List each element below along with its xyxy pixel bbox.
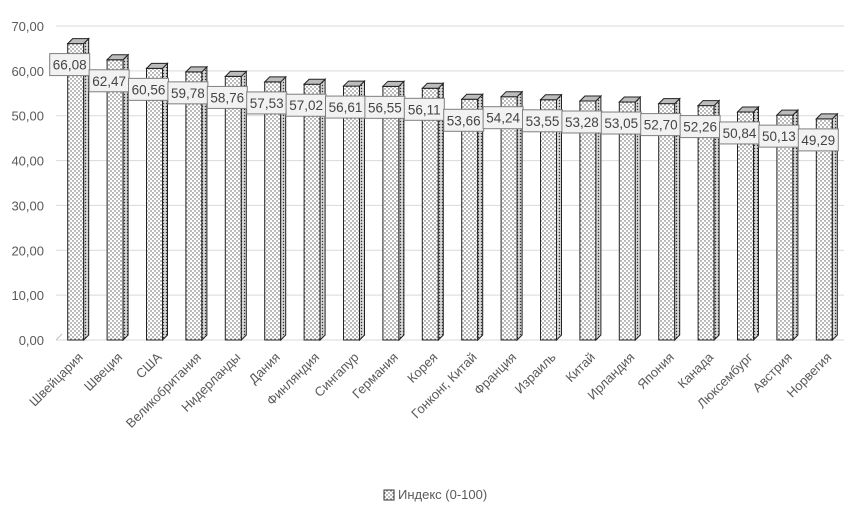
y-tick-label: 0,00 xyxy=(19,333,44,348)
bar-side xyxy=(398,80,405,342)
bar-side xyxy=(359,79,365,342)
bar-top xyxy=(815,113,839,120)
floor-edge xyxy=(55,333,63,341)
bar-top xyxy=(736,106,760,113)
y-tick-label: 60,00 xyxy=(11,64,44,79)
x-tick-label: Швеция xyxy=(81,350,125,394)
y-axis: 0,00 10,00 20,00 30,00 40,00 50,00 60,00 70,00 xyxy=(11,19,44,348)
bar xyxy=(461,98,479,341)
data-label: 52,70 xyxy=(644,118,678,133)
data-label-box xyxy=(797,128,839,152)
data-label: 62,47 xyxy=(92,74,126,89)
data-label-box xyxy=(49,53,91,77)
x-tick-label: Китай xyxy=(563,350,598,385)
bar-top xyxy=(578,95,603,102)
x-tick-label: Дания xyxy=(246,350,283,387)
bar-top xyxy=(224,70,248,77)
bars xyxy=(66,37,839,342)
bar-top xyxy=(184,66,209,73)
bar xyxy=(540,99,557,341)
data-label: 50,84 xyxy=(723,126,757,141)
y-tick-label: 20,00 xyxy=(11,243,44,258)
y-tick-label: 50,00 xyxy=(11,109,44,124)
data-label: 49,29 xyxy=(801,133,835,148)
bar xyxy=(224,75,242,341)
y-tick-label: 30,00 xyxy=(11,198,44,213)
bar xyxy=(697,105,715,341)
bar-top xyxy=(775,109,800,116)
data-label: 53,55 xyxy=(526,114,560,129)
bar xyxy=(815,118,833,341)
legend: Индекс (0-100) xyxy=(383,487,487,502)
bar-side xyxy=(240,70,247,342)
bar-top xyxy=(539,94,563,101)
bar-side xyxy=(122,53,129,342)
y-tick-label: 40,00 xyxy=(11,154,44,169)
x-tick-label: Корея xyxy=(404,350,440,386)
bar-top xyxy=(263,76,287,83)
x-tick-label: Швейцария xyxy=(26,350,86,410)
bar-top xyxy=(145,62,169,69)
data-label: 66,08 xyxy=(53,58,87,73)
bar-top xyxy=(499,91,524,98)
bar xyxy=(106,59,124,341)
bar xyxy=(421,87,439,341)
data-label: 53,05 xyxy=(604,116,638,131)
data-label: 59,78 xyxy=(171,86,205,101)
data-label: 53,66 xyxy=(447,113,481,128)
x-tick-label: Япония xyxy=(634,350,677,393)
bar-side xyxy=(280,75,287,342)
data-label: 56,55 xyxy=(368,100,402,115)
data-label: 56,11 xyxy=(408,102,441,117)
data-label: 57,53 xyxy=(250,96,284,111)
bar-side xyxy=(162,62,168,342)
bar xyxy=(579,100,597,341)
x-tick-label: Израиль xyxy=(512,349,559,396)
bar xyxy=(737,111,754,341)
bar-side xyxy=(437,82,444,342)
data-label: 60,56 xyxy=(132,82,166,97)
data-label: 57,02 xyxy=(289,98,323,113)
bar-top xyxy=(302,78,327,85)
bar xyxy=(776,114,794,341)
legend-swatch xyxy=(383,489,395,501)
bar xyxy=(264,81,282,341)
bar xyxy=(67,43,85,341)
bar-top xyxy=(618,96,642,103)
bar xyxy=(185,71,203,341)
data-label: 53,28 xyxy=(565,115,599,130)
data-label: 52,26 xyxy=(683,120,717,135)
bar xyxy=(343,85,360,341)
data-labels: 66,08 62,47 60,56 59,78 58,76 57,53 57,02 56,61… xyxy=(49,53,839,152)
data-label: 56,61 xyxy=(329,100,363,115)
legend-label: Индекс (0-100) xyxy=(398,487,487,502)
bar-top xyxy=(66,38,90,45)
x-tick-label: Франция xyxy=(471,350,519,398)
x-tick-label: США xyxy=(133,349,165,381)
bar-side xyxy=(83,37,90,342)
data-label: 58,76 xyxy=(210,90,244,105)
bar-top xyxy=(460,93,484,100)
bar-top xyxy=(657,98,681,105)
bar xyxy=(382,85,400,341)
bar xyxy=(303,83,321,341)
bar xyxy=(500,96,518,341)
bar-side xyxy=(319,78,326,342)
bar-top xyxy=(381,80,406,87)
gridlines xyxy=(55,25,844,341)
bar-top xyxy=(696,100,721,107)
y-tick-label: 10,00 xyxy=(11,288,44,303)
bar-top xyxy=(105,54,130,61)
data-label: 54,24 xyxy=(486,111,520,126)
bar xyxy=(618,101,636,341)
bar-top xyxy=(342,80,366,87)
data-label: 50,13 xyxy=(762,129,796,144)
bar-side xyxy=(201,65,208,342)
bar xyxy=(146,67,163,341)
bar-top xyxy=(421,82,445,89)
bar xyxy=(658,103,676,341)
y-tick-label: 70,00 xyxy=(11,19,44,34)
